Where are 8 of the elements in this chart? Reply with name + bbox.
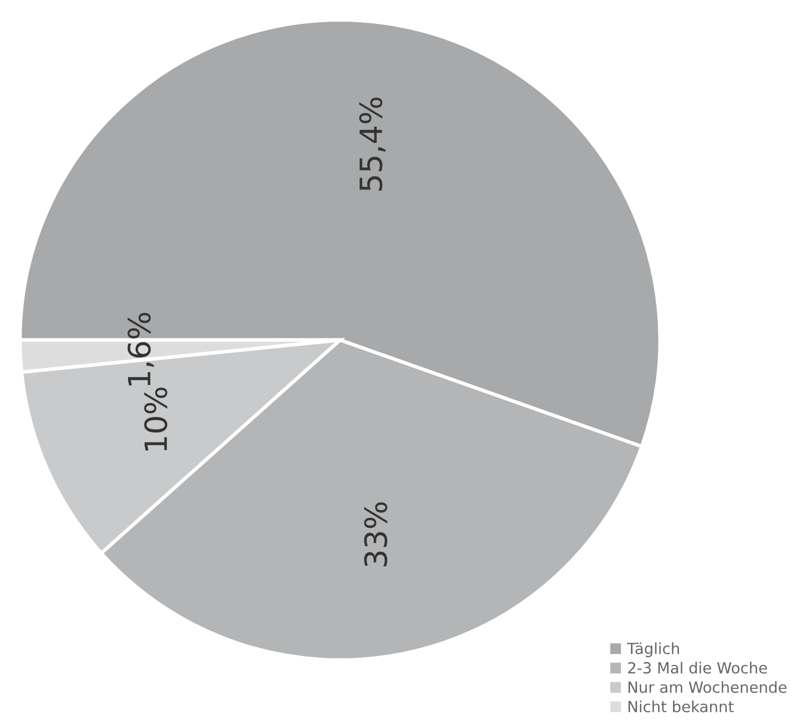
data-label: 55,4% (359, 98, 386, 191)
data-label: 1,6% (128, 312, 154, 386)
legend-label: 2-3 Mal die Woche (628, 662, 767, 674)
legend-label: Nicht bekannt (628, 700, 734, 712)
data-label: 33% (364, 502, 388, 566)
legend-label: Nur am Wochenende (628, 681, 786, 693)
legend-label: Täglich (627, 642, 679, 658)
data-label: 10% (144, 388, 168, 451)
